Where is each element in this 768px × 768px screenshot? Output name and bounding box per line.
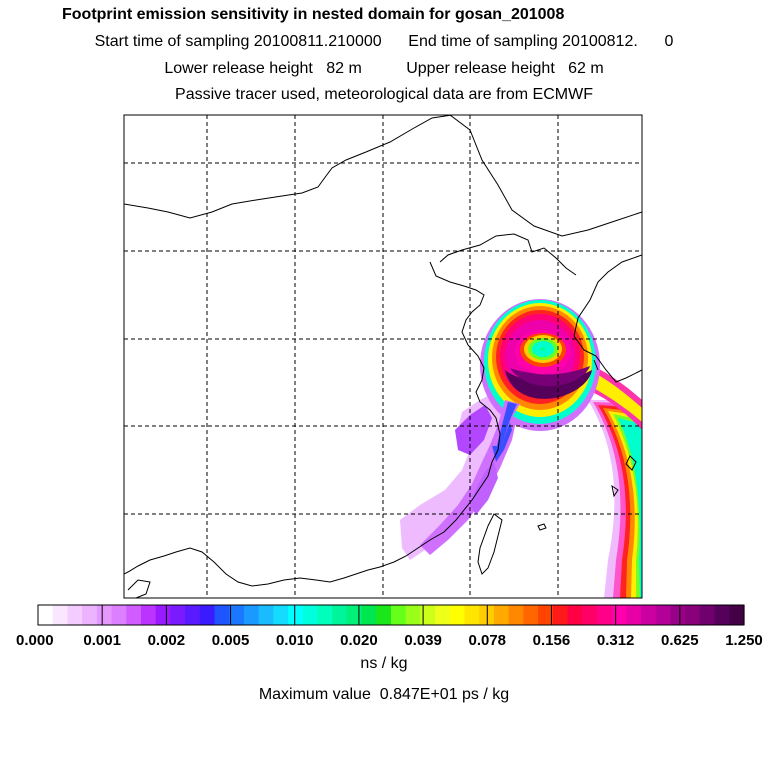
colorbar-tick-label: 0.010 [276, 632, 314, 649]
colorbar-swatch [38, 605, 54, 625]
colorbar-swatch [111, 605, 127, 625]
colorbar-units: ns / kg [360, 655, 408, 672]
colorbar-tick-label: 0.078 [468, 632, 506, 649]
colorbar-ticks: 0.000 0.001 0.002 0.005 0.010 0.020 0.039 0.078… [16, 632, 763, 649]
map-title: Footprint emission sensitivity in nested… [62, 6, 565, 23]
footprint-plume [400, 299, 642, 598]
colorbar-swatch [538, 605, 554, 625]
map-frame [123, 114, 643, 599]
colorbar-swatch [317, 605, 333, 625]
colorbar-swatch [288, 605, 304, 625]
colorbar-swatch [523, 605, 539, 625]
colorbar-swatch [655, 605, 672, 625]
colorbar-swatch [552, 605, 569, 625]
colorbar-tick-label: 0.312 [597, 632, 635, 649]
colorbar-swatch [641, 605, 657, 625]
colorbar-tick-label: 0.000 [16, 632, 54, 649]
tracer-info-line: Passive tracer used, meteorological data… [175, 86, 593, 103]
colorbar-swatch [170, 605, 186, 625]
colorbar-swatch [199, 605, 216, 625]
colorbar-swatch [699, 605, 716, 625]
maximum-value-label: Maximum value 0.847E+01 ps / kg [258, 686, 510, 703]
colorbar-swatch [493, 605, 510, 625]
colorbar-tick-label: 0.625 [661, 632, 699, 649]
colorbar-swatch [126, 605, 142, 625]
coastlines [124, 115, 642, 598]
colorbar-swatch [82, 605, 98, 625]
colorbar-swatch [229, 605, 245, 625]
colorbar-tick-label: 0.020 [340, 632, 378, 649]
release-height-line: Lower release height 82 m Upper release … [164, 60, 604, 77]
colorbar-swatch [52, 605, 69, 625]
colorbar-swatch [611, 605, 627, 625]
colorbar-tick-label: 0.001 [83, 632, 121, 649]
colorbar-tick-label: 0.005 [212, 632, 250, 649]
colorbar-swatch [391, 605, 407, 625]
colorbar-swatch [626, 605, 642, 625]
colorbar-swatch [567, 605, 583, 625]
colorbar-swatch [376, 605, 392, 625]
colorbar-swatch [685, 605, 701, 625]
colorbar-swatch [96, 605, 113, 625]
colorbar-swatch [302, 605, 319, 625]
colorbar-swatch [346, 605, 363, 625]
colorbar-swatch [435, 605, 451, 625]
colorbar-tick-label: 1.250 [725, 632, 763, 649]
colorbar-tick-label: 0.039 [404, 632, 442, 649]
sampling-time-line: Start time of sampling 20100811.210000 E… [94, 33, 674, 50]
colorbar-swatch [332, 605, 348, 625]
lat-lon-grid [124, 115, 642, 598]
colorbar-swatch [420, 605, 436, 625]
colorbar-dividers [37, 605, 745, 625]
colorbar-tick-label: 0.002 [148, 632, 186, 649]
colorbar [38, 605, 745, 625]
colorbar-swatch [140, 605, 157, 625]
colorbar-swatch [729, 605, 745, 625]
colorbar-swatch [361, 605, 377, 625]
colorbar-swatch [508, 605, 524, 625]
colorbar-swatch [582, 605, 598, 625]
colorbar-swatch [405, 605, 422, 625]
colorbar-swatch [243, 605, 260, 625]
map-area [124, 115, 642, 598]
colorbar-swatch [185, 605, 201, 625]
colorbar-swatch [214, 605, 230, 625]
colorbar-swatch [596, 605, 613, 625]
colorbar-swatch [258, 605, 274, 625]
colorbar-swatch [155, 605, 171, 625]
colorbar-swatch [449, 605, 466, 625]
colorbar-tick-label: 0.156 [533, 632, 571, 649]
colorbar-swatch [670, 605, 686, 625]
colorbar-swatch [464, 605, 480, 625]
colorbar-swatch [273, 605, 289, 625]
colorbar-swatch [67, 605, 83, 625]
colorbar-swatch [714, 605, 730, 625]
